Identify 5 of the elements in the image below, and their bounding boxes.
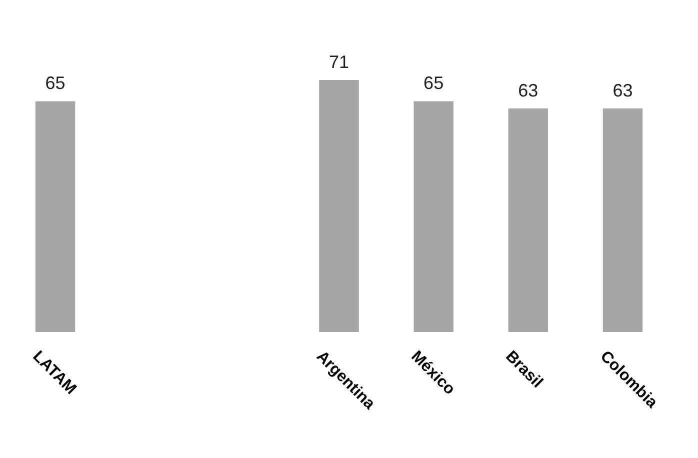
data-label: 63 [518,80,538,100]
data-label: 65 [424,73,444,94]
data-label: 63 [612,80,633,100]
data-label: 65 [45,73,66,94]
data-label: 71 [328,52,350,72]
